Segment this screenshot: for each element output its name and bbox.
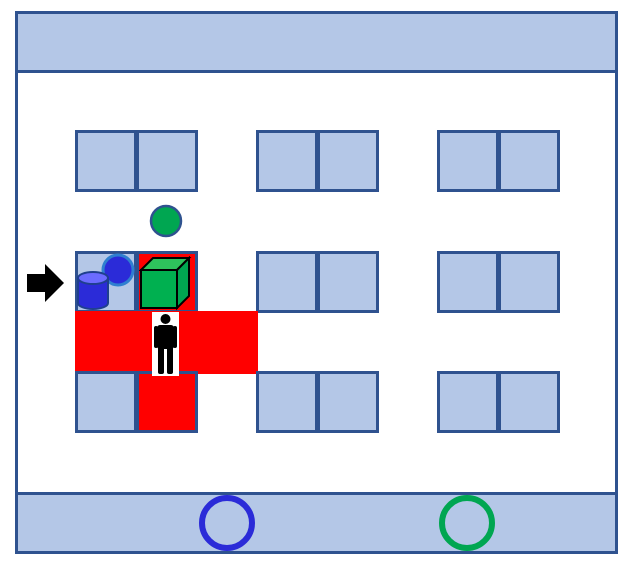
shelf-cell	[256, 371, 318, 433]
shelf-cell-hazard	[136, 371, 198, 433]
shelf-cell	[75, 130, 137, 192]
blue-cylinder-icon	[76, 270, 110, 312]
shelf-cell	[437, 251, 499, 313]
bottom-goal-zone	[15, 492, 618, 554]
green-ring-icon	[437, 493, 497, 553]
shelf-cell	[317, 371, 379, 433]
shelf-cell	[498, 130, 560, 192]
blue-ring-icon	[197, 493, 257, 553]
shelf-cell	[317, 251, 379, 313]
shelf-cell	[75, 371, 137, 433]
shelf-cell	[136, 130, 198, 192]
green-circle-icon	[149, 204, 183, 238]
blue-circle-icon	[100, 252, 136, 288]
shelf-cell	[498, 251, 560, 313]
shelf-cell	[437, 371, 499, 433]
shelf-cell	[256, 251, 318, 313]
right-arrow-icon	[26, 263, 66, 303]
shelf-cell	[256, 130, 318, 192]
shelf-cell	[437, 130, 499, 192]
green-cube-icon	[139, 256, 193, 312]
shelf-cell	[498, 371, 560, 433]
shelf-cell	[317, 130, 379, 192]
person-icon	[152, 312, 179, 376]
top-loading-zone	[15, 11, 618, 73]
